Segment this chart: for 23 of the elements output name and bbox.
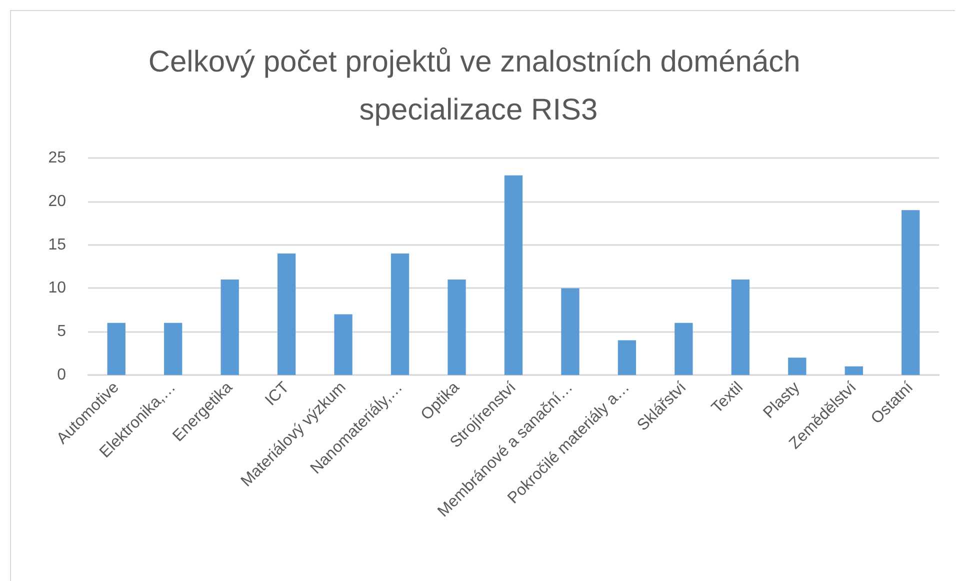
bar <box>561 288 580 375</box>
y-tick-label: 25 <box>48 150 66 166</box>
bar <box>844 366 863 375</box>
bar <box>788 358 806 375</box>
y-tick-label: 20 <box>48 192 66 210</box>
bar <box>277 253 296 375</box>
bar <box>504 175 523 375</box>
bar <box>902 210 920 375</box>
bar <box>107 322 126 375</box>
chart-title: Celkový počet projektů ve znalostních doménách specializace RIS3 <box>148 46 809 126</box>
x-tick-label: ICT <box>262 378 293 410</box>
bar <box>390 253 410 375</box>
y-tick-label: 10 <box>48 280 66 297</box>
bar <box>164 322 182 375</box>
bar <box>448 280 466 375</box>
bar <box>334 314 352 375</box>
bar <box>674 322 693 375</box>
y-tick-label: 15 <box>48 236 66 254</box>
bar <box>220 280 239 375</box>
y-tick-label: 0 <box>57 366 66 384</box>
bar <box>731 280 750 375</box>
bar <box>618 340 636 375</box>
y-tick-label: 5 <box>57 323 66 340</box>
